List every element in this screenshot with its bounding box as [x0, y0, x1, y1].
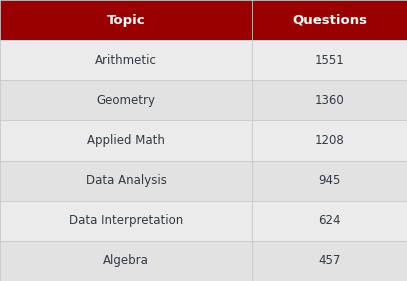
Text: 1551: 1551 [315, 54, 345, 67]
Text: 624: 624 [318, 214, 341, 227]
Text: 945: 945 [319, 174, 341, 187]
Text: Data Analysis: Data Analysis [86, 174, 166, 187]
Bar [0, 0, 252, 40]
Bar [252, 201, 407, 241]
Text: 1208: 1208 [315, 134, 345, 147]
Bar [0, 160, 252, 201]
Bar [0, 40, 252, 80]
Text: Topic: Topic [107, 13, 145, 27]
Text: Applied Math: Applied Math [87, 134, 165, 147]
Bar [0, 201, 252, 241]
Text: Data Interpretation: Data Interpretation [69, 214, 183, 227]
Bar [0, 241, 252, 281]
Text: Algebra: Algebra [103, 254, 149, 268]
Bar [252, 160, 407, 201]
Text: 457: 457 [319, 254, 341, 268]
Text: 1360: 1360 [315, 94, 345, 107]
Bar [0, 80, 252, 121]
Bar [252, 241, 407, 281]
Bar [252, 80, 407, 121]
Text: Geometry: Geometry [97, 94, 155, 107]
Bar [252, 0, 407, 40]
Bar [252, 40, 407, 80]
Text: Questions: Questions [292, 13, 367, 27]
Bar [252, 121, 407, 160]
Bar [0, 121, 252, 160]
Text: Arithmetic: Arithmetic [95, 54, 157, 67]
